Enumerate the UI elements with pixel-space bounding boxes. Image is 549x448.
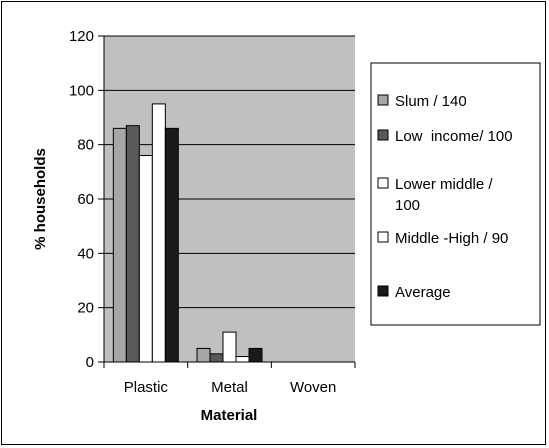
bar: [248, 347, 263, 363]
bar: [235, 356, 250, 363]
bars: [112, 103, 263, 363]
y-tick-label: 80: [77, 137, 94, 154]
legend-box: [370, 62, 541, 326]
y-tick-label: 120: [69, 28, 94, 45]
legend-label: Middle -High / 90: [395, 230, 508, 247]
bar: [196, 347, 211, 363]
y-tick-label: 0: [86, 354, 94, 371]
legend-swatch: [377, 129, 389, 141]
x-tick-labels: Plastic Metal Woven: [124, 379, 337, 396]
legend-swatch: [377, 94, 389, 106]
legend-swatch: [377, 231, 389, 243]
y-tick-label: 20: [77, 300, 94, 317]
x-tick-label: Woven: [290, 379, 336, 396]
bar: [222, 331, 237, 363]
bar: [209, 353, 224, 363]
x-tick-label: Plastic: [124, 379, 169, 396]
bar: [138, 155, 153, 363]
x-tick-label: Metal: [211, 379, 248, 396]
legend-label: 100: [395, 197, 420, 214]
y-tick-labels: 0 20 40 60 80 100 120: [69, 28, 94, 371]
y-tick-label: 60: [77, 191, 94, 208]
legend-label: Lower middle /: [395, 176, 493, 193]
legend-label: Average: [395, 284, 451, 301]
legend-label: Slum / 140: [395, 93, 467, 110]
bar: [125, 125, 140, 363]
y-axis-title: % households: [32, 148, 49, 250]
y-tick-label: 40: [77, 245, 94, 262]
legend: Slum / 140 Low income/ 100 Lower middle / 1…: [370, 62, 541, 326]
y-tick-label: 100: [69, 82, 94, 99]
legend-swatch: [377, 177, 389, 189]
legend-label: Low income/ 100: [395, 128, 513, 145]
x-axis-title: Material: [201, 407, 258, 424]
bar: [164, 127, 179, 363]
bar: [112, 127, 127, 363]
bar: [151, 103, 166, 363]
legend-swatch: [377, 285, 389, 297]
axes: [98, 35, 356, 368]
